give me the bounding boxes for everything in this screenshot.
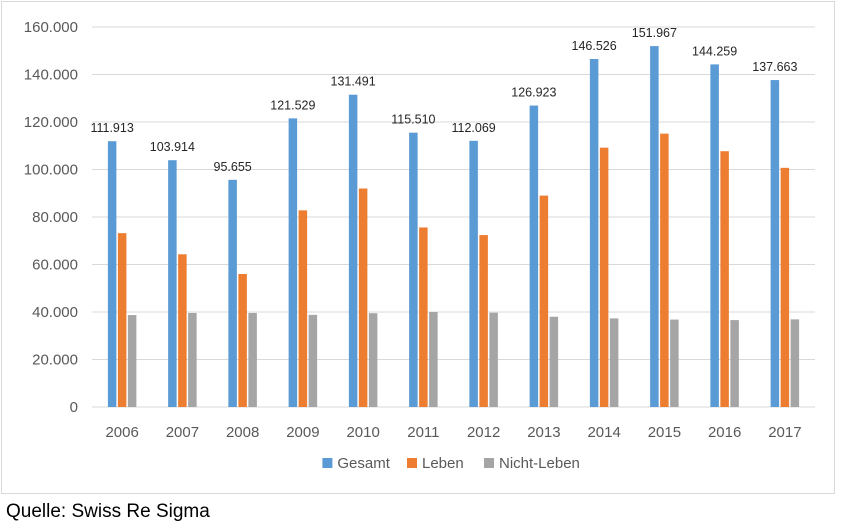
x-tick-label: 2011	[407, 424, 439, 441]
bar-leben-2012	[479, 235, 488, 407]
bar-gesamt-2008	[228, 179, 237, 407]
bar-leben-2007	[178, 254, 187, 407]
bar-nicht-leben-2016	[730, 320, 739, 407]
legend-swatch-leben	[407, 458, 417, 468]
y-tick-label: 40.000	[32, 304, 78, 321]
bar-leben-2013	[539, 195, 549, 407]
legend-label-gesamt: Gesamt	[337, 455, 390, 472]
x-tick-label: 2010	[346, 424, 379, 441]
data-label-2010: 131.491	[331, 75, 376, 89]
bar-leben-2008	[238, 274, 247, 407]
data-label-2015: 151.967	[632, 26, 677, 40]
data-label-2006: 111.913	[90, 121, 133, 135]
x-tick-label: 2007	[166, 424, 199, 441]
data-label-2014: 146.526	[572, 39, 617, 53]
x-tick-label: 2012	[467, 424, 500, 441]
bar-gesamt-2011	[409, 132, 418, 407]
bar-nicht-leben-2010	[368, 313, 378, 407]
bar-gesamt-2015	[650, 46, 659, 408]
y-tick-label: 20.000	[32, 352, 78, 369]
legend-label-nicht-leben: Nicht-Leben	[499, 455, 580, 472]
x-tick-label: 2015	[648, 424, 681, 441]
bar-gesamt-2017	[770, 80, 780, 407]
x-tick-label: 2017	[768, 424, 801, 441]
y-tick-label: 100.000	[24, 162, 78, 179]
legend-swatch-nicht-leben	[484, 458, 494, 468]
legend-label-leben: Leben	[422, 455, 464, 472]
legend-swatch-gesamt	[322, 458, 333, 468]
bar-leben-2016	[720, 151, 729, 407]
data-label-2016: 144.259	[692, 44, 737, 58]
bar-gesamt-2007	[168, 160, 177, 407]
x-tick-label: 2013	[527, 424, 560, 441]
bar-gesamt-2006	[107, 141, 117, 408]
bar-gesamt-2014	[589, 59, 599, 407]
data-label-2013: 126.923	[511, 86, 556, 100]
y-tick-label: 80.000	[32, 209, 78, 226]
bar-gesamt-2012	[469, 140, 478, 407]
y-tick-label: 60.000	[32, 257, 78, 274]
x-tick-label: 2009	[286, 424, 319, 441]
bar-leben-2011	[419, 227, 428, 407]
bar-nicht-leben-2014	[609, 318, 619, 407]
y-tick-label: 140.000	[24, 67, 78, 84]
bar-leben-2015	[660, 133, 669, 407]
bar-nicht-leben-2017	[790, 319, 800, 407]
chart-frame	[1, 1, 835, 494]
bar-nicht-leben-2007	[188, 312, 197, 407]
bar-nicht-leben-2006	[127, 315, 137, 407]
bar-leben-2006	[117, 233, 127, 407]
bar-leben-2009	[298, 210, 308, 407]
data-label-2008: 95.655	[214, 160, 252, 174]
x-tick-label: 2006	[105, 424, 138, 441]
bar-nicht-leben-2008	[248, 312, 257, 407]
bar-gesamt-2016	[710, 64, 719, 407]
data-label-2007: 103.914	[150, 140, 195, 154]
bar-leben-2010	[358, 188, 368, 407]
y-tick-label: 160.000	[24, 19, 78, 36]
bar-leben-2017	[780, 167, 790, 407]
bar-chart: 0 20.000 40.000 60.000 80.000 100.000 120.000 1…	[24, 19, 815, 472]
bar-nicht-leben-2013	[549, 316, 559, 407]
x-tick-label: 2016	[708, 424, 741, 441]
bar-gesamt-2009	[288, 118, 298, 407]
y-tick-label: 120.000	[24, 114, 78, 131]
bar-gesamt-2010	[348, 94, 358, 408]
bar-nicht-leben-2011	[429, 312, 438, 407]
bar-nicht-leben-2015	[670, 319, 679, 407]
bar-nicht-leben-2012	[489, 312, 498, 407]
source-caption: Quelle: Swiss Re Sigma	[6, 501, 210, 522]
data-label-2017: 137.663	[752, 60, 797, 74]
bar-leben-2014	[599, 147, 609, 407]
x-tick-label: 2008	[226, 424, 259, 441]
data-label-2012: 112.069	[451, 121, 495, 135]
data-label-2009: 121.529	[270, 98, 315, 112]
y-tick-label: 0	[70, 399, 78, 416]
bar-nicht-leben-2009	[308, 314, 318, 407]
data-label-2011: 115.510	[391, 113, 435, 127]
x-tick-label: 2014	[587, 424, 620, 441]
bar-gesamt-2013	[529, 105, 539, 408]
